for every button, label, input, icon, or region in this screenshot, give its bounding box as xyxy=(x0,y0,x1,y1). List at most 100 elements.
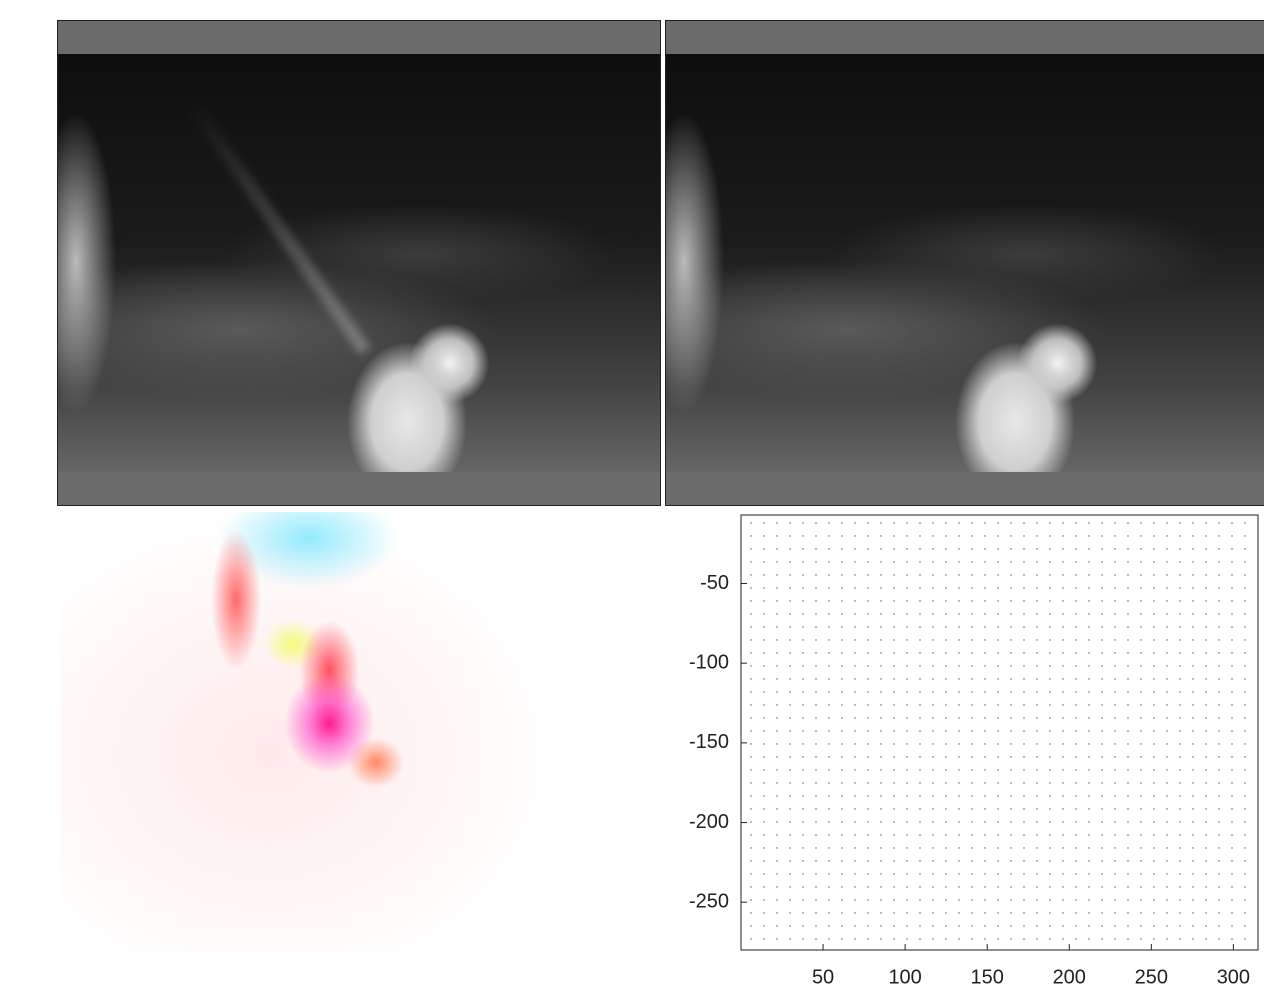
field-dot xyxy=(1153,847,1154,848)
field-dot xyxy=(906,938,907,939)
field-dot xyxy=(1244,704,1245,705)
field-dot xyxy=(880,795,881,796)
field-dot xyxy=(789,782,790,783)
field-dot xyxy=(1140,938,1141,939)
field-dot xyxy=(815,587,816,588)
field-dot xyxy=(854,938,855,939)
field-dot xyxy=(971,743,972,744)
field-dot xyxy=(1166,795,1167,796)
field-dot xyxy=(1062,795,1063,796)
field-dot xyxy=(1153,873,1154,874)
field-dot xyxy=(776,535,777,536)
field-dot xyxy=(945,756,946,757)
field-dot xyxy=(763,600,764,601)
field-dot xyxy=(997,769,998,770)
field-dot xyxy=(1023,795,1024,796)
field-dot xyxy=(880,574,881,575)
field-dot xyxy=(802,574,803,575)
field-dot xyxy=(867,925,868,926)
field-dot xyxy=(1101,886,1102,887)
field-dot xyxy=(1192,821,1193,822)
field-dot xyxy=(919,756,920,757)
field-dot xyxy=(906,795,907,796)
field-dot xyxy=(1101,613,1102,614)
field-dot xyxy=(893,587,894,588)
field-dot xyxy=(945,626,946,627)
field-dot xyxy=(1023,821,1024,822)
field-dot xyxy=(776,574,777,575)
field-dot xyxy=(1231,769,1232,770)
field-dot xyxy=(1114,561,1115,562)
field-dot xyxy=(1205,691,1206,692)
field-dot xyxy=(776,652,777,653)
field-dot xyxy=(1036,743,1037,744)
field-dot xyxy=(1166,704,1167,705)
field-dot xyxy=(763,678,764,679)
field-dot xyxy=(1205,600,1206,601)
field-dot xyxy=(815,717,816,718)
field-dot xyxy=(1140,730,1141,731)
field-dot xyxy=(945,808,946,809)
field-dot xyxy=(1179,756,1180,757)
field-dot xyxy=(1244,899,1245,900)
field-dot xyxy=(1075,535,1076,536)
field-dot xyxy=(763,756,764,757)
field-dot xyxy=(984,587,985,588)
field-dot xyxy=(802,925,803,926)
field-dot xyxy=(854,912,855,913)
field-dot xyxy=(1231,574,1232,575)
field-dot xyxy=(815,821,816,822)
field-dot xyxy=(919,574,920,575)
field-dot xyxy=(1179,587,1180,588)
field-dot xyxy=(997,782,998,783)
field-dot xyxy=(776,691,777,692)
field-dot xyxy=(958,652,959,653)
field-dot xyxy=(945,587,946,588)
field-dot xyxy=(906,652,907,653)
field-dot xyxy=(893,626,894,627)
field-dot xyxy=(997,548,998,549)
field-dot xyxy=(815,561,816,562)
field-dot xyxy=(1023,652,1024,653)
field-dot xyxy=(1218,769,1219,770)
field-dot xyxy=(1153,626,1154,627)
field-dot xyxy=(1166,600,1167,601)
field-dot xyxy=(1088,587,1089,588)
field-dot xyxy=(1192,756,1193,757)
field-dot xyxy=(958,678,959,679)
field-dot xyxy=(1101,704,1102,705)
field-dot xyxy=(1192,769,1193,770)
field-dot xyxy=(802,743,803,744)
x-tick-label: 200 xyxy=(1053,966,1086,988)
field-dot xyxy=(1114,912,1115,913)
field-dot xyxy=(971,821,972,822)
field-dot xyxy=(763,886,764,887)
field-dot xyxy=(1218,717,1219,718)
field-dot xyxy=(1088,938,1089,939)
field-dot xyxy=(1179,665,1180,666)
field-dot xyxy=(1114,886,1115,887)
field-dot xyxy=(1205,808,1206,809)
field-dot xyxy=(1244,782,1245,783)
field-dot xyxy=(828,691,829,692)
field-dot xyxy=(893,925,894,926)
field-dot xyxy=(1114,925,1115,926)
field-dot xyxy=(1205,795,1206,796)
y-tick-label: -250 xyxy=(689,890,729,912)
field-dot xyxy=(958,847,959,848)
field-dot xyxy=(828,925,829,926)
field-dot xyxy=(841,769,842,770)
field-dot xyxy=(1166,821,1167,822)
field-dot xyxy=(1140,782,1141,783)
field-dot xyxy=(841,522,842,523)
field-dot xyxy=(971,795,972,796)
field-dot xyxy=(763,730,764,731)
field-dot xyxy=(971,925,972,926)
field-dot xyxy=(789,704,790,705)
field-dot xyxy=(1140,769,1141,770)
field-dot xyxy=(867,613,868,614)
field-dot xyxy=(997,535,998,536)
field-dot xyxy=(932,860,933,861)
field-dot xyxy=(776,548,777,549)
field-dot xyxy=(815,860,816,861)
